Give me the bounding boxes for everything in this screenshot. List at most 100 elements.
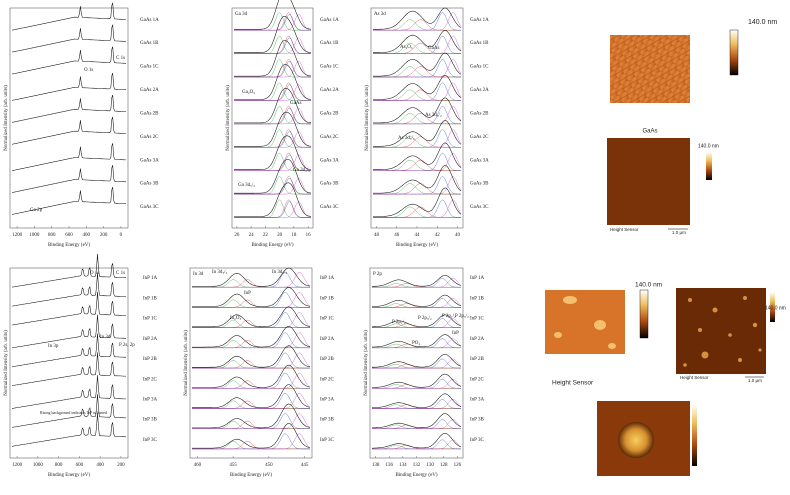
caption: GaAs [642,129,657,135]
sample-label: GaAs 1B [320,41,339,46]
x-axis-label: Binding Energy (eV) [251,243,293,248]
sample-label: InP 2C [320,377,335,382]
fit-component [372,419,462,429]
spectrum [234,159,312,194]
fit-component [192,279,310,288]
sample-label: InP 2C [470,377,485,382]
fit-component [192,393,311,409]
annotation: In 3d₃/₂ [212,270,228,275]
x-tick-label: 0 [120,233,123,238]
caption: Height Sensor [552,380,594,387]
x-tick-label: 134 [399,463,407,468]
sample-label: InP 2B [320,357,335,362]
fit-component [373,35,462,54]
fit-component [192,279,310,288]
y-axis-label: Normalized Intensity (arb. units) [4,85,9,151]
sample-label: GaAs 3A [470,158,489,163]
scale-label: 140.0 nm [698,143,719,149]
sample-label: GaAs 2A [140,88,159,93]
x-tick-label: 450 [265,463,273,468]
spectrum [372,373,462,388]
sample-label: InP 1A [320,276,335,281]
fit-component [372,379,462,389]
sample-label: GaAs 2A [470,88,489,93]
x-tick-label: 48 [374,233,380,238]
sample-label: GaAs 1C [320,65,339,70]
spectrum [192,287,311,307]
spectrum [192,423,311,449]
x-tick-label: 126 [454,463,462,468]
spectrum [372,314,462,328]
spectrum [373,75,462,100]
x-tick-label: 20 [277,233,283,238]
afm-image [676,288,766,374]
fit-component [234,61,311,78]
x-tick-label: 445 [301,463,309,468]
fit-component [234,35,311,54]
x-tick-label: 400 [96,463,104,468]
color-bar [770,292,775,322]
fit-component [234,14,311,31]
spectrum [234,111,312,147]
annotation: Ga 2p [30,208,43,213]
fit-component [192,441,310,450]
fit-component [234,131,311,148]
spectrum [11,72,126,101]
annotation: In 3p [48,344,59,349]
spectrum [234,88,312,124]
spectrum [373,7,462,30]
x-tick-label: 455 [229,463,237,468]
x-tick-label: 600 [65,233,73,238]
color-bar [706,152,712,180]
fit-component [192,312,311,328]
island [594,320,606,330]
spectrum [371,275,462,287]
fit-component [234,59,311,78]
fit-component [234,37,311,54]
annotation: O 1s [90,271,99,276]
x-tick-label: 800 [48,233,56,238]
spectrum [373,165,462,194]
fit-component [234,84,312,101]
sample-label: InP 1B [143,296,158,301]
annotation: GaAs [290,101,301,106]
spectrum [11,272,126,307]
fit-component [192,299,310,308]
sample-label: GaAs 2C [470,135,489,140]
fit-component [373,12,462,31]
fit-component [192,332,310,348]
annotation: P 2p₁/₂ [442,314,456,319]
sample-label: InP 3A [143,398,158,403]
spectrum [11,291,126,326]
fit-component [372,399,462,409]
y-axis-label: Normalized Intensity (arb. units) [184,330,189,396]
sample-label: InP 3B [143,418,158,423]
spectrum [11,24,127,53]
plot-frame [231,7,314,229]
x-tick-label: 800 [55,463,63,468]
fit-component [192,271,310,288]
x-tick-label: 200 [117,463,125,468]
x-tick-label: 1200 [12,463,23,468]
spectrum [372,334,462,348]
annotation: As 3d₃/₂ [425,113,442,118]
fit-component [192,352,311,369]
spectrum [11,333,127,368]
sample-label: InP 1B [470,296,485,301]
fit-component [192,319,310,328]
annotation: P 2p₃/₂ [418,316,432,321]
grains [683,296,762,367]
plot-frame [369,267,464,459]
fit-component [373,106,462,125]
x-axis-label: Binding Energy (eV) [48,243,90,248]
spectrum [11,165,126,193]
x-tick-label: 400 [83,233,91,238]
sample-label: GaAs 1C [470,65,489,70]
fit-component [234,37,311,54]
annotation: In 3d [100,335,111,340]
x-axis-label: Binding Energy (eV) [48,473,90,478]
x-tick-label: 132 [413,463,421,468]
x-axis-label: Binding Energy (eV) [230,473,272,478]
sample-label: GaAs 1A [470,18,489,23]
color-bar [692,404,697,466]
